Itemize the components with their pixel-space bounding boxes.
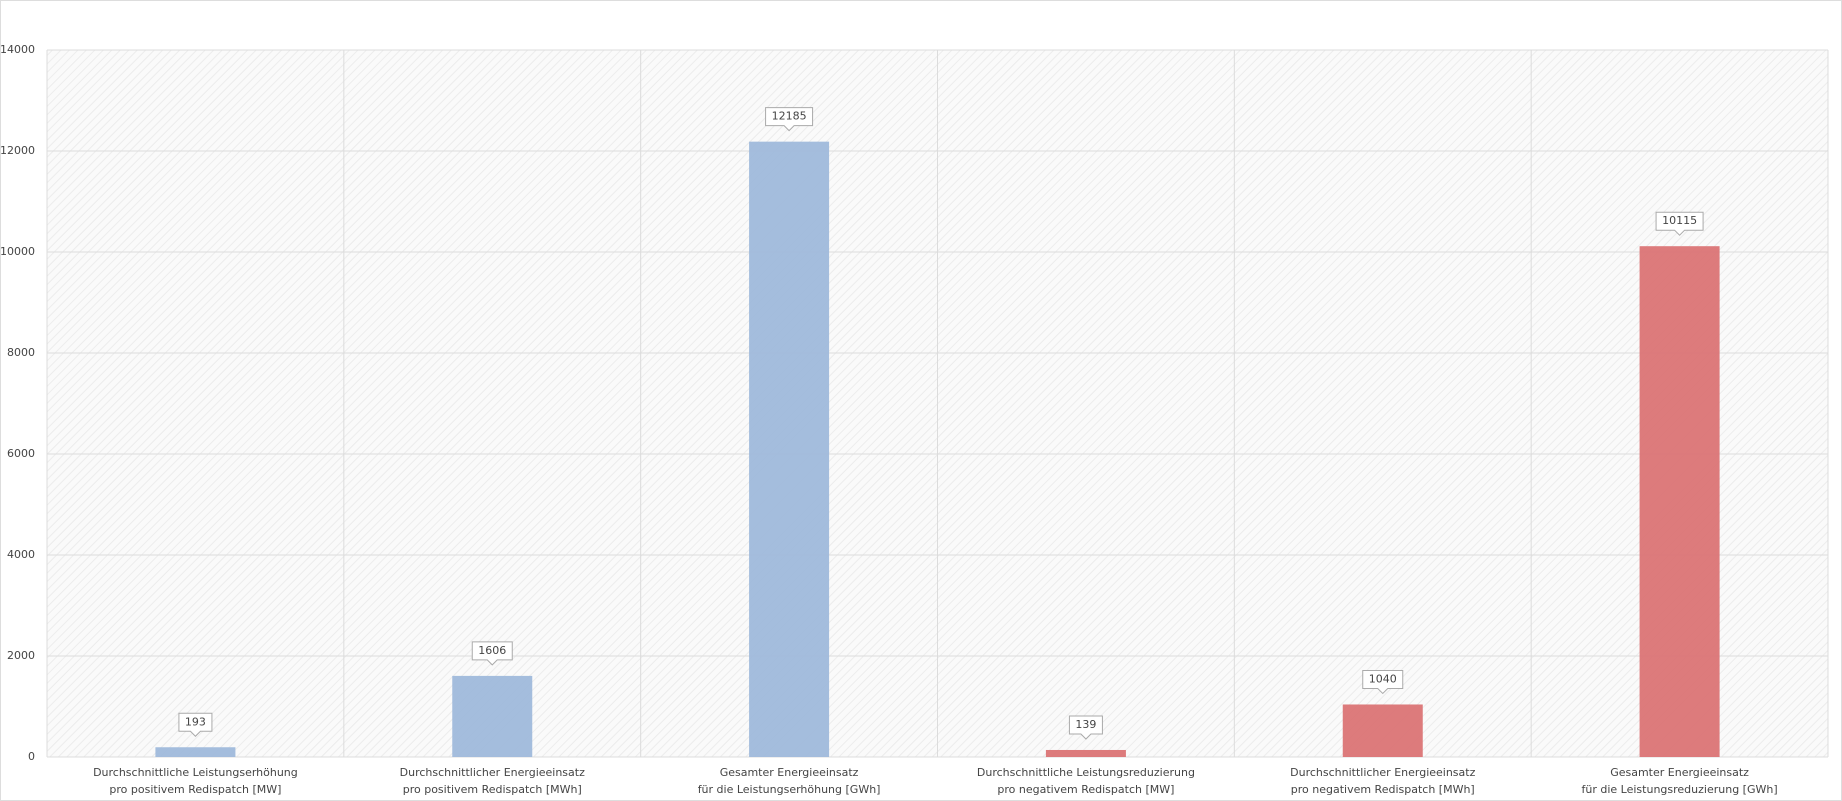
data-label-text: 139	[1075, 718, 1096, 731]
x-tick-label: Durchschnittlicher Energieeinsatz	[400, 766, 585, 779]
data-label-box	[1068, 715, 1103, 740]
y-tick-label: 8000	[7, 346, 35, 359]
x-tick-label: für die Leistungserhöhung [GWh]	[698, 783, 881, 796]
y-tick-label: 14000	[0, 43, 35, 56]
data-label-box	[471, 641, 513, 666]
data-label-text: 10115	[1662, 214, 1697, 227]
data-label: 12185	[765, 107, 814, 132]
y-tick-label: 12000	[0, 144, 35, 157]
x-tick-label: pro positivem Redispatch [MW]	[109, 783, 281, 796]
data-label: 1606	[471, 641, 513, 666]
data-label: 10115	[1655, 211, 1704, 236]
bar	[1342, 704, 1423, 757]
x-tick-label: pro positivem Redispatch [MWh]	[403, 783, 582, 796]
bar	[749, 141, 830, 758]
y-tick-label: 10000	[0, 245, 35, 258]
bar	[155, 747, 236, 757]
data-label-box	[1362, 669, 1404, 695]
data-label-box	[765, 107, 814, 132]
data-label: 193	[178, 712, 213, 737]
x-tick-label: Gesamter Energieeinsatz	[1610, 766, 1749, 779]
bar	[1639, 246, 1720, 757]
y-tick-label: 2000	[7, 649, 35, 662]
bar	[1045, 749, 1126, 757]
x-tick-label: Durchschnittliche Leistungsreduzierung	[977, 766, 1195, 779]
data-label-text: 12185	[772, 110, 807, 123]
y-tick-label: 6000	[7, 447, 35, 460]
x-tick-label: Durchschnittlicher Energieeinsatz	[1290, 766, 1475, 779]
data-label: 139	[1068, 715, 1103, 740]
x-tick-label: Durchschnittliche Leistungserhöhung	[93, 766, 298, 779]
x-tick-label: Gesamter Energieeinsatz	[720, 766, 859, 779]
data-label-text: 1606	[478, 644, 506, 657]
data-label-text: 193	[185, 715, 206, 728]
x-tick-label: pro negativem Redispatch [MW]	[997, 783, 1174, 796]
bar	[452, 675, 533, 757]
y-tick-label: 4000	[7, 548, 35, 561]
y-tick-label: 0	[28, 750, 35, 763]
data-label-text: 1040	[1369, 672, 1397, 685]
data-label-box	[1655, 211, 1704, 236]
x-tick-label: pro negativem Redispatch [MWh]	[1291, 783, 1475, 796]
data-label: 1040	[1362, 669, 1404, 695]
data-label-box	[178, 712, 213, 737]
x-tick-label: für die Leistungsreduzierung [GWh]	[1582, 783, 1778, 796]
